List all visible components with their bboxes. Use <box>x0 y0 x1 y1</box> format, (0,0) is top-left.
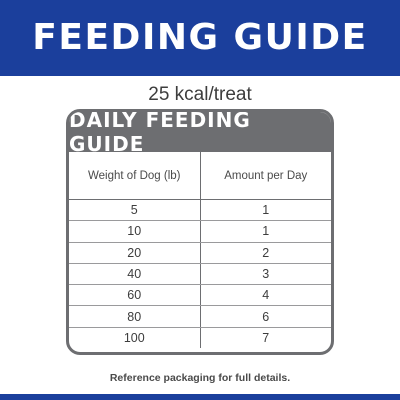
table-row: 80 6 <box>69 305 331 328</box>
calories-per-treat: 25 kcal/treat <box>148 84 252 105</box>
table-row: 60 4 <box>69 284 331 307</box>
table-row: 5 1 <box>69 199 331 222</box>
weight-cell: 10 <box>69 220 201 243</box>
feeding-guide-table: DAILY FEEDING GUIDE Weight of Dog (lb) A… <box>66 109 334 355</box>
title-banner: FEEDING GUIDE <box>0 0 400 76</box>
weight-cell: 100 <box>69 327 201 349</box>
table-row: 10 1 <box>69 220 331 243</box>
column-header-amount: Amount per Day <box>200 152 331 200</box>
feeding-table: Weight of Dog (lb) Amount per Day 5 1 10… <box>69 152 331 349</box>
amount-cell: 3 <box>200 263 331 286</box>
weight-cell: 20 <box>69 242 201 264</box>
table-row: 40 3 <box>69 263 331 286</box>
amount-cell: 1 <box>200 199 331 222</box>
column-header-weight: Weight of Dog (lb) <box>69 152 201 200</box>
amount-cell: 4 <box>200 284 331 307</box>
weight-cell: 60 <box>69 284 201 307</box>
amount-cell: 1 <box>200 220 331 243</box>
amount-cell: 6 <box>200 305 331 328</box>
weight-cell: 5 <box>69 199 201 222</box>
table-title: DAILY FEEDING GUIDE <box>69 109 251 156</box>
footer-note: Reference packaging for full details. <box>109 372 291 384</box>
amount-cell: 2 <box>200 242 331 264</box>
weight-cell: 40 <box>69 263 201 286</box>
table-row: 20 2 <box>69 242 331 264</box>
page-title: FEEDING GUIDE <box>32 17 368 58</box>
weight-cell: 80 <box>69 305 201 328</box>
amount-cell: 7 <box>262 330 270 345</box>
table-row: 100 7 <box>69 327 331 349</box>
table-title-bar: DAILY FEEDING GUIDE <box>69 112 331 156</box>
bottom-accent-bar <box>0 394 400 400</box>
table-header-row: Weight of Dog (lb) Amount per Day <box>69 152 331 200</box>
